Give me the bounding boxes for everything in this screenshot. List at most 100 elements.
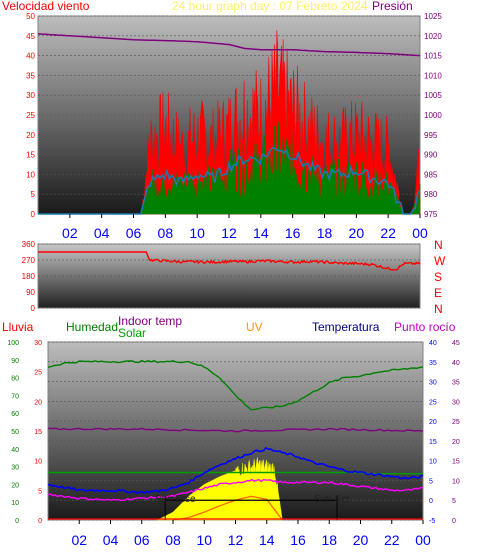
hour-label: 00 xyxy=(415,532,431,548)
hour-label: 04 xyxy=(94,225,110,241)
temperature-tick-label: 5 xyxy=(429,478,433,485)
humidity-series xyxy=(47,359,424,411)
rain-legend: Lluvia xyxy=(2,320,34,334)
pressure-tick-label: 1020 xyxy=(424,32,442,41)
wind-tick-label: 25 xyxy=(26,111,35,120)
hour-label: 00 xyxy=(412,225,428,241)
hour-label: 12 xyxy=(228,532,244,548)
pressure-tick-label: 975 xyxy=(424,210,438,219)
humidity-tick-label: 50 xyxy=(11,429,19,436)
direction-marks xyxy=(38,251,421,271)
wind-tick-label: 45 xyxy=(26,32,35,41)
hour-label: 02 xyxy=(71,532,87,548)
pressure-tick-label: 990 xyxy=(424,151,438,160)
sunset-label: Sun Set xyxy=(314,494,350,505)
temperature-tick-label: 10 xyxy=(429,459,437,466)
temperature-panel: 0102030405060708090100051015202530-50510… xyxy=(7,340,460,525)
direction-plot-area xyxy=(37,243,421,309)
hour-label: 22 xyxy=(380,225,396,241)
hour-label: 10 xyxy=(196,532,212,548)
dewpoint-tick-label: 45 xyxy=(452,340,460,347)
pressure-tick-label: 980 xyxy=(424,190,438,199)
pressure-series xyxy=(37,33,421,57)
humidity-tick-label: 100 xyxy=(7,340,19,347)
dewpoint-legend: Punto rocío xyxy=(394,320,456,334)
dewpoint-tick-label: 25 xyxy=(452,419,460,426)
dewpoint-series xyxy=(47,478,424,502)
dewpoint-tick-label: 20 xyxy=(452,439,460,446)
indoor-temp-series xyxy=(47,427,424,433)
hour-label: 08 xyxy=(165,532,181,548)
humidity-tick-label: 60 xyxy=(11,411,19,418)
temperature-ticks: 0102030405060708090100051015202530-50510… xyxy=(7,340,460,525)
pressure-tick-label: 995 xyxy=(424,131,438,140)
dewpoint-tick-label: 15 xyxy=(452,459,460,466)
wind-tick-label: 30 xyxy=(26,91,35,100)
wind-panel: 0510152025303540455097598098599099510001… xyxy=(26,12,442,219)
dewpoint-tick-label: 40 xyxy=(452,360,460,367)
temperature-tick-label: 0 xyxy=(429,498,433,505)
rain-tick-label: 0 xyxy=(38,518,42,525)
temperature-series xyxy=(47,446,424,495)
dewpoint-tick-label: 30 xyxy=(452,399,460,406)
pressure-tick-label: 1000 xyxy=(424,111,442,120)
rain-tick-label: 15 xyxy=(34,429,42,436)
hour-label: 16 xyxy=(290,532,306,548)
dewpoint-tick-label: 0 xyxy=(452,518,456,525)
hour-label: 16 xyxy=(285,225,301,241)
humidity-tick-label: 90 xyxy=(11,358,19,365)
temperature-marks xyxy=(47,359,424,521)
humidity-tick-label: 30 xyxy=(11,465,19,472)
dewpoint-tick-label: 35 xyxy=(452,380,460,387)
direction-tick-label: 360 xyxy=(22,240,36,249)
hour-label: 18 xyxy=(317,225,333,241)
sunrise-label: Sun Rise xyxy=(155,494,196,505)
hour-label: 18 xyxy=(321,532,337,548)
wind-ticks: 0510152025303540455097598098599099510001… xyxy=(26,12,442,219)
wind-tick-label: 0 xyxy=(31,210,36,219)
hour-label: 06 xyxy=(126,225,142,241)
compass-w: W xyxy=(434,254,446,268)
hour-label: 12 xyxy=(221,225,237,241)
pressure-tick-label: 985 xyxy=(424,170,438,179)
humidity-legend: Humedad xyxy=(66,320,119,334)
hour-label: 08 xyxy=(158,225,174,241)
direction-tick-label: 270 xyxy=(22,256,36,265)
hour-label: 14 xyxy=(253,225,269,241)
pressure-tick-label: 1005 xyxy=(424,91,442,100)
hour-label: 02 xyxy=(62,225,78,241)
graph-title: 24 hour graph day : 07 Febreto 2024 xyxy=(172,0,368,13)
humidity-tick-label: 20 xyxy=(11,482,19,489)
uv-series xyxy=(172,495,283,521)
wind-tick-label: 15 xyxy=(26,151,35,160)
rain-tick-label: 10 xyxy=(34,459,42,466)
hour-label: 20 xyxy=(349,225,365,241)
temperature-tick-label: 15 xyxy=(429,439,437,446)
compass-e: E xyxy=(434,286,443,300)
temperature-tick-label: 25 xyxy=(429,399,437,406)
compass-n-bottom: N xyxy=(434,302,443,316)
wind-tick-label: 20 xyxy=(26,131,35,140)
pressure-tick-label: 1010 xyxy=(424,71,442,80)
dewpoint-tick-label: 10 xyxy=(452,478,460,485)
compass-n-top: N xyxy=(434,238,443,252)
wind-tick-label: 35 xyxy=(26,71,35,80)
direction-ticks: 0 90 180 270 360 xyxy=(22,240,36,313)
humidity-tick-label: 70 xyxy=(11,393,19,400)
direction-tick-label: 180 xyxy=(22,272,36,281)
compass-s: S xyxy=(434,270,443,284)
hour-label: 20 xyxy=(353,532,369,548)
hour-label: 06 xyxy=(134,532,150,548)
hour-label: 04 xyxy=(103,532,119,548)
humidity-tick-label: 40 xyxy=(11,447,19,454)
humidity-tick-label: 0 xyxy=(15,518,19,525)
wind-tick-label: 50 xyxy=(26,12,35,21)
wind-speed-title: Velocidad viento xyxy=(2,0,90,13)
pressure-tick-label: 1015 xyxy=(424,52,442,61)
temperature-tick-label: 35 xyxy=(429,360,437,367)
wind-tick-label: 40 xyxy=(26,52,35,61)
dewpoint-tick-label: 5 xyxy=(452,498,456,505)
rain-tick-label: 20 xyxy=(34,399,42,406)
rain-tick-label: 5 xyxy=(38,488,42,495)
uv-legend: UV xyxy=(246,320,263,334)
